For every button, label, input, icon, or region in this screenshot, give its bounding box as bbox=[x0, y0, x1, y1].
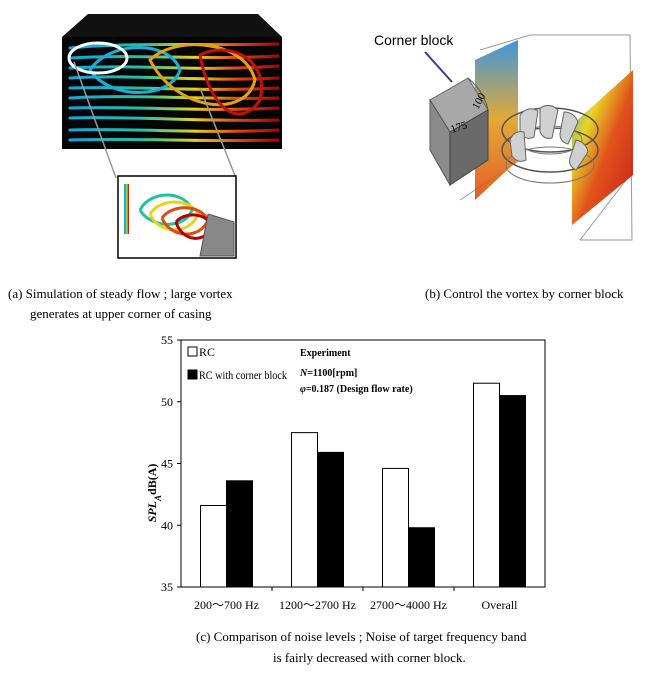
annotation-speed-rest: =1100[rpm] bbox=[307, 368, 357, 379]
figure-c-caption-line1: (c) Comparison of noise levels ; Noise o… bbox=[196, 629, 527, 644]
bar-rc-corner-block-1 bbox=[317, 451, 344, 588]
annotation-flow-rest: =0.187 (Design flow rate) bbox=[306, 384, 413, 395]
bar-rc-1 bbox=[291, 432, 318, 588]
corner-block-label: Corner block bbox=[374, 32, 454, 48]
figure-c-caption-line2: is fairly decreased with corner block. bbox=[273, 650, 466, 665]
y-tick-label: 50 bbox=[161, 395, 173, 409]
figure-b-caption: (b) Control the vortex by corner block bbox=[425, 286, 624, 301]
corner-block-image: 175 100 bbox=[424, 34, 633, 241]
y-tick-label: 55 bbox=[161, 333, 173, 347]
vortex-simulation-image bbox=[62, 14, 282, 259]
y-axis-label-sub: A bbox=[153, 495, 163, 502]
bar-rc-3 bbox=[473, 382, 500, 588]
x-tick-label: 200～700 Hz bbox=[194, 598, 259, 612]
annotation-speed: N=1100[rpm] bbox=[299, 368, 357, 379]
y-axis-label-main: SPL bbox=[145, 501, 159, 522]
dim-175-label: 175 bbox=[449, 119, 469, 136]
y-tick-label: 35 bbox=[161, 580, 173, 594]
experiment-annotation: Experiment N=1100[rpm] φ=0.187 (Design f… bbox=[299, 348, 413, 395]
annotation-speed-sym: N bbox=[299, 368, 308, 379]
y-tick-label: 45 bbox=[161, 457, 173, 471]
figure-a-caption-line2: generates at upper corner of casing bbox=[30, 306, 212, 321]
y-tick-label: 40 bbox=[161, 518, 173, 532]
y-axis-label: SPLAdB(A) bbox=[145, 464, 163, 523]
bar-rc-0 bbox=[200, 504, 227, 588]
x-tick-label: Overall bbox=[482, 598, 519, 612]
y-axis-label-rest: dB(A) bbox=[145, 464, 159, 495]
figure-a-caption-line1: (a) Simulation of steady flow ; large vo… bbox=[8, 286, 233, 301]
bar-rc-corner-block-3 bbox=[499, 395, 526, 588]
bar-rc-2 bbox=[382, 467, 409, 588]
chart-legend: RC RC with corner block bbox=[187, 345, 287, 382]
figure-b-corner-block: 175 100 bbox=[340, 0, 669, 260]
annotation-flow: φ=0.187 (Design flow rate) bbox=[300, 384, 413, 395]
legend-label-rc-corner: RC with corner block bbox=[199, 370, 287, 382]
x-tick-label: 2700～4000 Hz bbox=[370, 598, 447, 612]
figure-a-simulation bbox=[0, 0, 300, 260]
legend-label-rc: RC bbox=[199, 345, 215, 359]
bar-rc-corner-block-2 bbox=[408, 527, 435, 588]
annotation-title: Experiment bbox=[300, 348, 351, 359]
annotation-flow-sym: φ bbox=[300, 384, 306, 395]
legend-swatch-rc-corner bbox=[187, 369, 198, 380]
bar-rc-corner-block-0 bbox=[226, 480, 253, 588]
x-tick-label: 1200～2700 Hz bbox=[279, 598, 356, 612]
legend-swatch-rc bbox=[187, 346, 198, 357]
